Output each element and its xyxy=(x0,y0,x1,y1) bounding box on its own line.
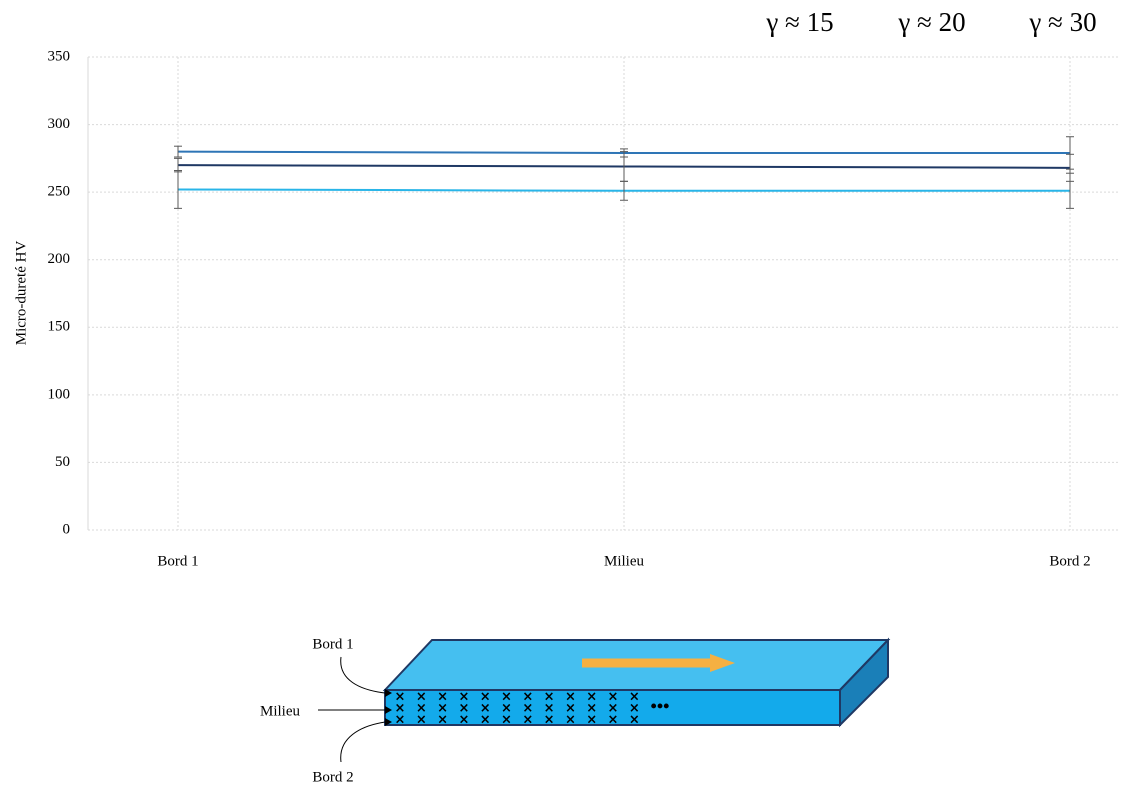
cross: × xyxy=(395,701,406,716)
cross: × xyxy=(522,713,533,728)
measure-points: × × × × × × × × × × × ×× × × × × × × × × × × ×× × × × × × × × × × × × xyxy=(395,690,640,728)
legend-entry: γ ≈ 15 xyxy=(765,7,833,37)
cross: × xyxy=(629,701,640,716)
y-tick-label: 0 xyxy=(63,521,71,537)
block-side xyxy=(839,637,889,728)
marker xyxy=(385,706,392,714)
error-bar xyxy=(174,145,182,158)
cross: × xyxy=(629,713,640,728)
legend-entry: γ ≈ 20 xyxy=(897,7,965,37)
diagram-label: Milieu xyxy=(260,703,300,719)
cross: × xyxy=(416,690,427,705)
diagram-label: Bord 1 xyxy=(312,636,353,652)
y-tick-label: 150 xyxy=(48,319,71,335)
cross: × xyxy=(458,701,469,716)
error-bar xyxy=(620,151,628,182)
cross: × xyxy=(608,713,619,728)
error-bar xyxy=(174,157,182,173)
ellipsis: ••• xyxy=(651,696,670,716)
cross: × xyxy=(480,690,491,705)
cross: × xyxy=(544,701,555,716)
cross: × xyxy=(458,690,469,705)
y-tick-label: 50 xyxy=(55,454,70,470)
x-tick-label: Bord 1 xyxy=(157,553,198,569)
direction-arrow-head xyxy=(710,654,735,672)
cross: × xyxy=(522,690,533,705)
cross: × xyxy=(586,701,597,716)
cross: × xyxy=(395,713,406,728)
y-tick-label: 100 xyxy=(48,386,71,402)
cross: × xyxy=(629,690,640,705)
cross: × xyxy=(480,713,491,728)
diagram-label: Bord 2 xyxy=(312,769,353,785)
cross: × xyxy=(437,713,448,728)
y-tick-label: 250 xyxy=(48,184,71,200)
cross: × xyxy=(437,701,448,716)
legend-entry: γ ≈ 30 xyxy=(1028,7,1096,37)
cross: × xyxy=(416,701,427,716)
cross: × xyxy=(458,713,469,728)
y-tick-label: 200 xyxy=(48,251,71,267)
cross: × xyxy=(608,701,619,716)
cross: × xyxy=(608,690,619,705)
error-bar xyxy=(1066,153,1074,182)
x-tick-label: Bord 2 xyxy=(1049,553,1090,569)
cross: × xyxy=(501,690,512,705)
cross: × xyxy=(416,713,427,728)
cross: × xyxy=(480,701,491,716)
pointer-line xyxy=(340,721,386,763)
y-axis-label: Micro-dureté HV xyxy=(13,241,29,346)
cross: × xyxy=(586,690,597,705)
cross: × xyxy=(395,690,406,705)
marker xyxy=(385,718,392,726)
x-tick-label: Milieu xyxy=(604,553,644,569)
cross: × xyxy=(565,690,576,705)
cross: × xyxy=(544,690,555,705)
y-tick-label: 350 xyxy=(48,48,71,64)
cross: × xyxy=(437,690,448,705)
cross: × xyxy=(565,701,576,716)
cross: × xyxy=(522,701,533,716)
cross: × xyxy=(501,701,512,716)
cross: × xyxy=(544,713,555,728)
cross: × xyxy=(586,713,597,728)
pointer-line xyxy=(340,656,386,694)
y-tick-label: 300 xyxy=(48,116,71,132)
cross: × xyxy=(501,713,512,728)
marker xyxy=(385,689,392,697)
cross: × xyxy=(565,713,576,728)
diagram: × × × × × × × × × × × ×× × × × × × × × × × × ×× × × × × × × × × × × × •••… xyxy=(260,636,891,785)
